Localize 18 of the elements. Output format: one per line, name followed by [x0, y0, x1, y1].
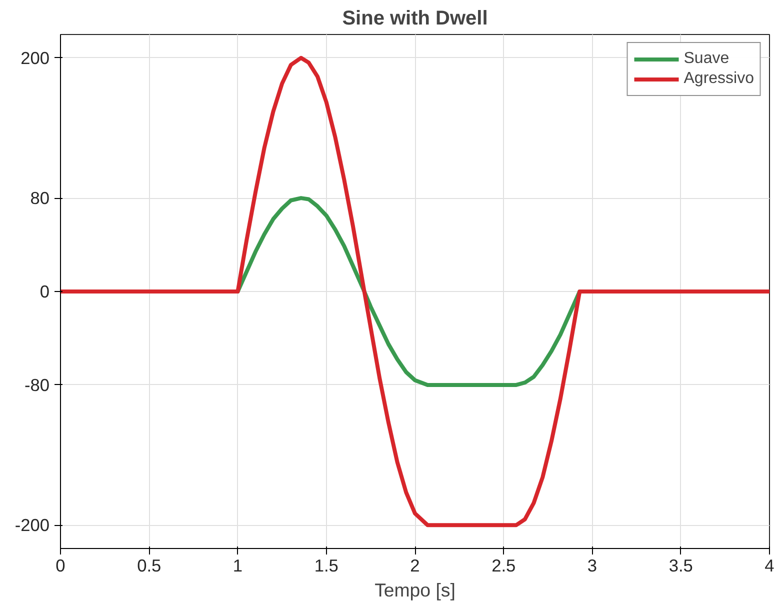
x-tick-label: 3.5 — [668, 556, 693, 576]
legend-label: Agressivo — [684, 70, 754, 88]
y-tick-label: 200 — [20, 48, 50, 68]
chart-title: Sine with Dwell — [342, 8, 488, 30]
x-tick-label: 0 — [56, 556, 66, 576]
x-tick-label: 2 — [410, 556, 420, 576]
y-tick-label: 80 — [30, 188, 50, 208]
x-tick-label: 4 — [764, 556, 775, 576]
y-tick-label: -80 — [24, 374, 50, 395]
x-axis-title: Tempo [s] — [374, 580, 456, 600]
x-tick-label: 3 — [587, 556, 598, 576]
x-tick-label: 1 — [232, 556, 243, 576]
y-tick-label: 0 — [40, 282, 50, 302]
legend-label: Suave — [684, 50, 730, 68]
x-tick-label: 2.5 — [492, 556, 516, 576]
y-tick-label: -200 — [14, 515, 50, 536]
x-tick-label: 1.5 — [314, 556, 338, 576]
x-tick-label: 0.5 — [137, 556, 162, 576]
